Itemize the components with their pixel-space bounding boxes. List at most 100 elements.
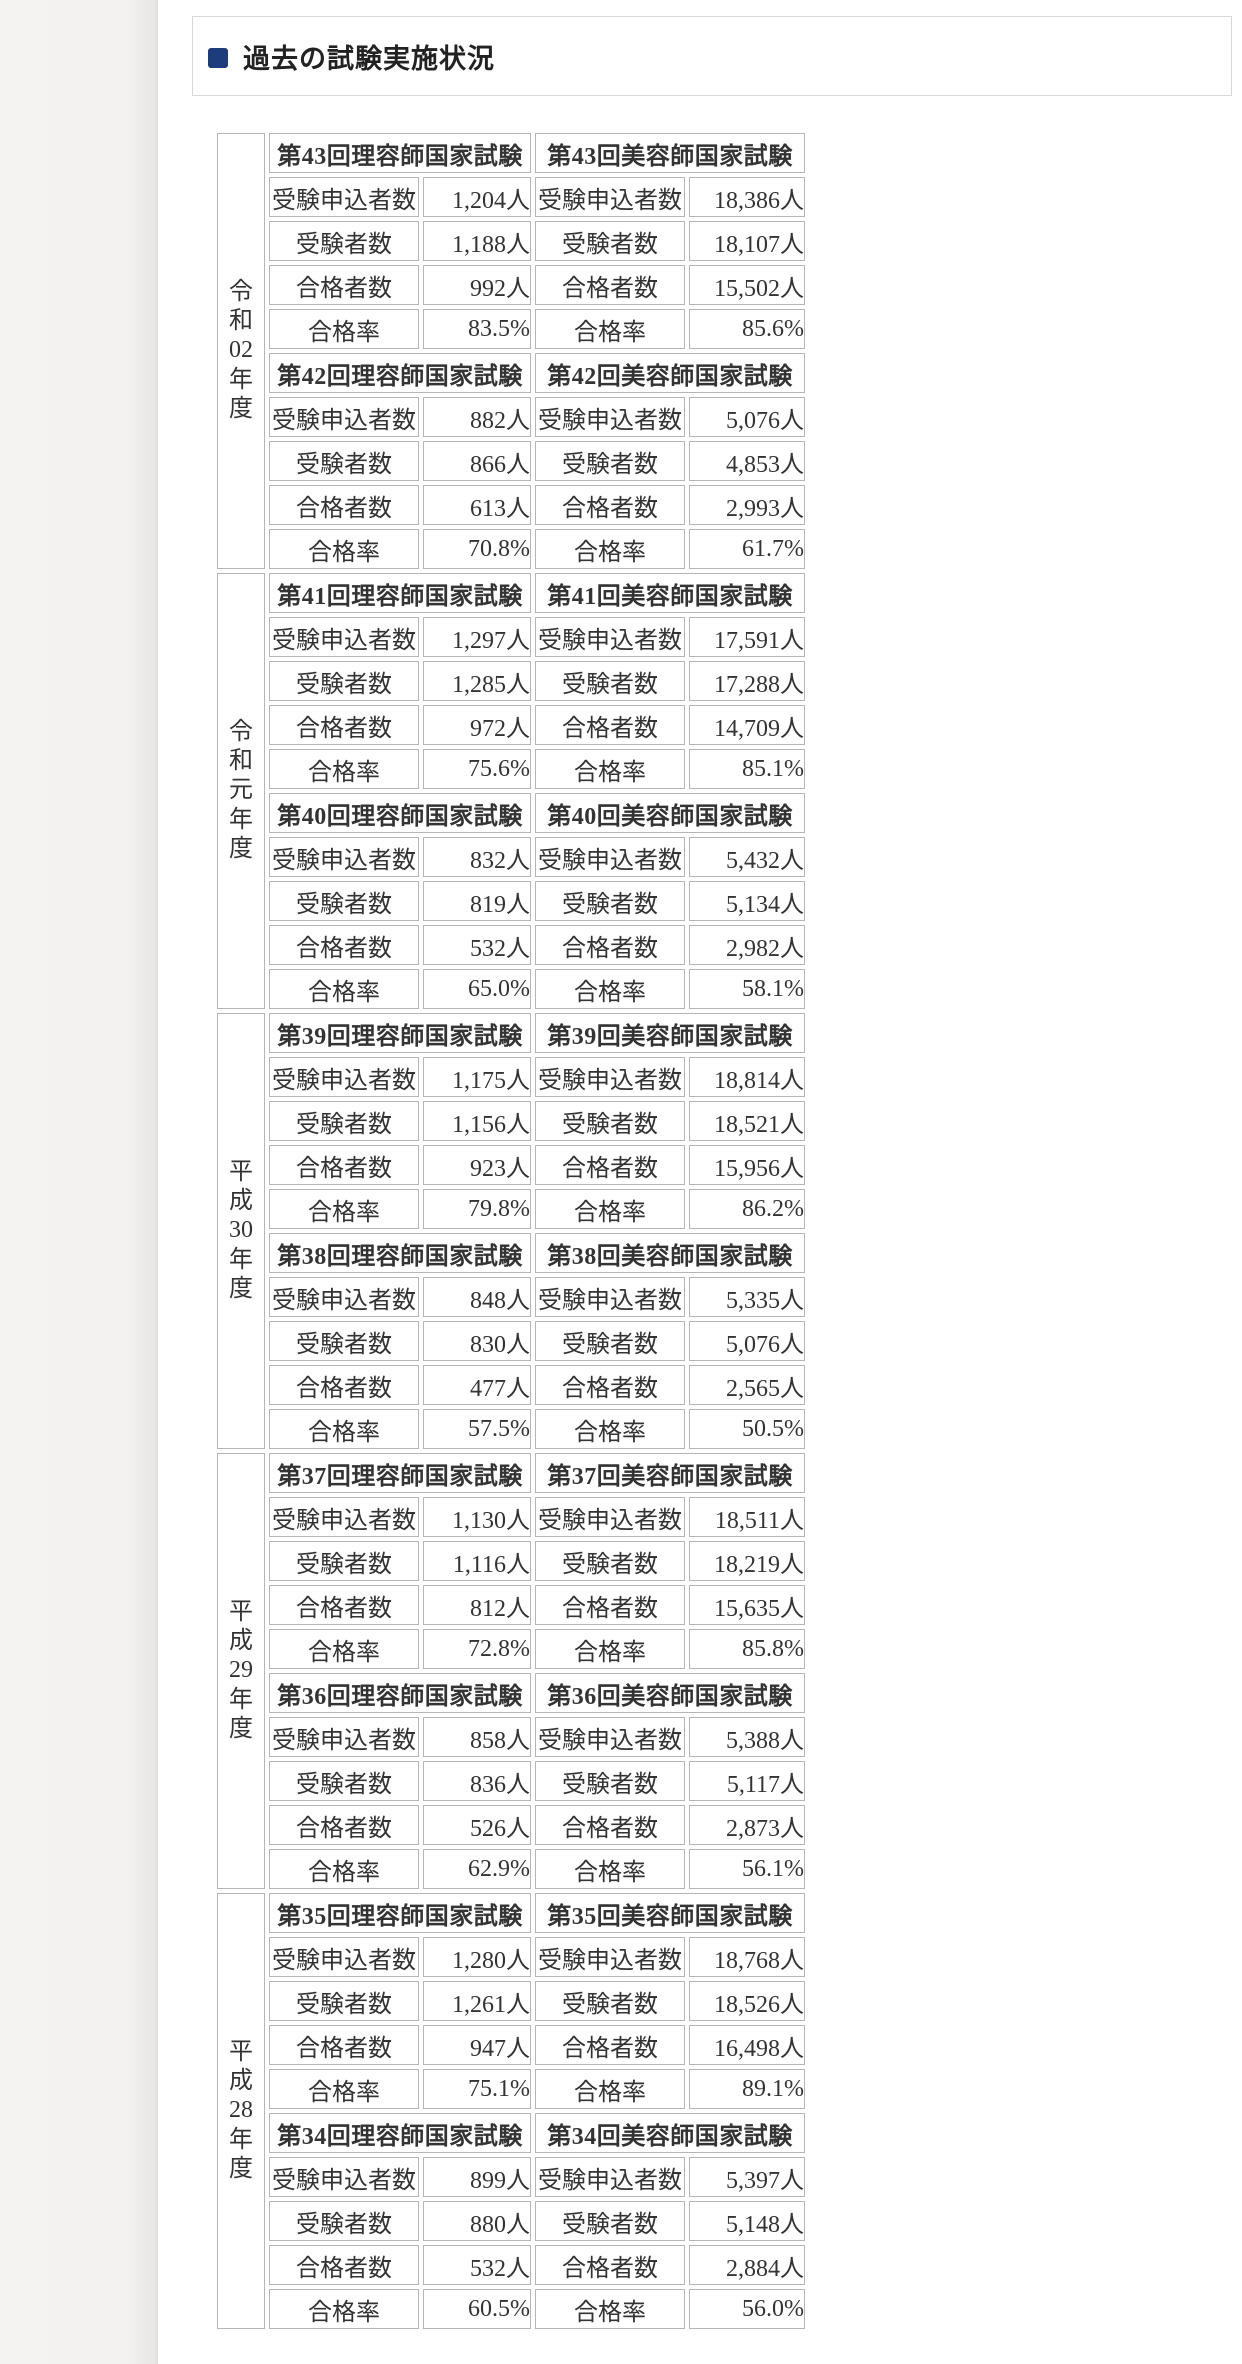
beautician-row-label: 合格者数 <box>535 485 685 525</box>
beautician-value: 56.0% <box>689 2289 805 2329</box>
exam-title-beautician: 第43回美容師国家試験 <box>535 133 805 173</box>
beautician-row-label: 受験申込者数 <box>535 397 685 437</box>
barber-value: 70.8% <box>423 529 531 569</box>
barber-value: 947人 <box>423 2025 531 2065</box>
data-row: 受験者数 819人 受験者数 5,134人 <box>217 881 805 921</box>
beautician-value: 85.8% <box>689 1629 805 1669</box>
barber-value: 613人 <box>423 485 531 525</box>
data-row: 受験者数 830人 受験者数 5,076人 <box>217 1321 805 1361</box>
barber-row-label: 受験申込者数 <box>269 1937 419 1977</box>
beautician-row-label: 合格率 <box>535 749 685 789</box>
barber-value: 62.9% <box>423 1849 531 1889</box>
exam-header-row: 令和元年度 第41回理容師国家試験 第41回美容師国家試験 <box>217 573 805 1009</box>
data-row: 合格者数 947人 合格者数 16,498人 <box>217 2025 805 2065</box>
barber-value: 1,285人 <box>423 661 531 701</box>
beautician-row-label: 受験申込者数 <box>535 177 685 217</box>
year-group-cell: 令和元年度 <box>217 573 265 1009</box>
barber-value: 72.8% <box>423 1629 531 1669</box>
barber-value: 526人 <box>423 1805 531 1845</box>
barber-row-label: 受験申込者数 <box>269 1497 419 1537</box>
beautician-value: 2,884人 <box>689 2245 805 2285</box>
barber-row-label: 合格率 <box>269 2289 419 2329</box>
year-char: 和 <box>229 308 253 335</box>
barber-value: 882人 <box>423 397 531 437</box>
data-row: 受験者数 1,156人 受験者数 18,521人 <box>217 1101 805 1141</box>
blue-square-icon <box>208 48 228 68</box>
year-char: 30 <box>229 1217 253 1244</box>
data-row: 受験申込者数 858人 受験申込者数 5,388人 <box>217 1717 805 1757</box>
exam-title-beautician: 第41回美容師国家試験 <box>535 573 805 613</box>
left-margin-strip <box>0 0 158 2364</box>
beautician-row-label: 受験者数 <box>535 1981 685 2021</box>
beautician-row-label: 受験者数 <box>535 2201 685 2241</box>
beautician-value: 18,521人 <box>689 1101 805 1141</box>
barber-value: 75.6% <box>423 749 531 789</box>
barber-row-label: 受験者数 <box>269 881 419 921</box>
barber-row-label: 受験者数 <box>269 1981 419 2021</box>
year-char: 年 <box>229 366 253 393</box>
barber-value: 1,280人 <box>423 1937 531 1977</box>
year-char: 度 <box>229 1715 253 1742</box>
barber-row-label: 受験者数 <box>269 1761 419 1801</box>
barber-value: 1,130人 <box>423 1497 531 1537</box>
beautician-value: 56.1% <box>689 1849 805 1889</box>
barber-value: 57.5% <box>423 1409 531 1449</box>
beautician-value: 2,873人 <box>689 1805 805 1845</box>
beautician-row-label: 合格者数 <box>535 1145 685 1185</box>
beautician-value: 18,107人 <box>689 221 805 261</box>
barber-row-label: 合格者数 <box>269 1145 419 1185</box>
beautician-value: 5,076人 <box>689 1321 805 1361</box>
barber-value: 532人 <box>423 925 531 965</box>
year-char: 成 <box>229 1188 253 1215</box>
data-row: 合格率 79.8% 合格率 86.2% <box>217 1189 805 1229</box>
exam-title-beautician: 第35回美容師国家試験 <box>535 1893 805 1933</box>
year-char: 28 <box>229 2097 253 2124</box>
barber-row-label: 合格率 <box>269 1629 419 1669</box>
barber-row-label: 受験者数 <box>269 1321 419 1361</box>
barber-row-label: 受験申込者数 <box>269 617 419 657</box>
year-char: 度 <box>229 835 253 862</box>
barber-row-label: 受験申込者数 <box>269 397 419 437</box>
exam-title-barber: 第43回理容師国家試験 <box>269 133 531 173</box>
barber-value: 899人 <box>423 2157 531 2197</box>
barber-row-label: 合格者数 <box>269 1365 419 1405</box>
barber-row-label: 合格率 <box>269 749 419 789</box>
beautician-row-label: 合格率 <box>535 1189 685 1229</box>
year-vertical-text: 平成 29 年度 <box>218 1599 264 1742</box>
beautician-value: 18,768人 <box>689 1937 805 1977</box>
data-row: 受験者数 866人 受験者数 4,853人 <box>217 441 805 481</box>
barber-row-label: 合格者数 <box>269 485 419 525</box>
beautician-value: 89.1% <box>689 2069 805 2109</box>
beautician-row-label: 合格率 <box>535 529 685 569</box>
beautician-row-label: 受験者数 <box>535 1761 685 1801</box>
beautician-row-label: 合格者数 <box>535 925 685 965</box>
data-row: 受験者数 836人 受験者数 5,117人 <box>217 1761 805 1801</box>
data-row: 合格率 62.9% 合格率 56.1% <box>217 1849 805 1889</box>
year-char: 平 <box>229 1599 253 1626</box>
beautician-value: 15,502人 <box>689 265 805 305</box>
beautician-value: 2,993人 <box>689 485 805 525</box>
data-row: 合格率 75.6% 合格率 85.1% <box>217 749 805 789</box>
beautician-row-label: 合格者数 <box>535 265 685 305</box>
barber-value: 972人 <box>423 705 531 745</box>
barber-row-label: 合格者数 <box>269 925 419 965</box>
barber-value: 848人 <box>423 1277 531 1317</box>
exam-title-barber: 第39回理容師国家試験 <box>269 1013 531 1053</box>
beautician-row-label: 受験者数 <box>535 1541 685 1581</box>
year-char: 年 <box>229 1246 253 1273</box>
exam-header-row: 第42回理容師国家試験 第42回美容師国家試験 <box>217 353 805 393</box>
barber-row-label: 合格者数 <box>269 2025 419 2065</box>
beautician-value: 4,853人 <box>689 441 805 481</box>
exam-title-barber: 第38回理容師国家試験 <box>269 1233 531 1273</box>
barber-value: 1,116人 <box>423 1541 531 1581</box>
exam-title-beautician: 第40回美容師国家試験 <box>535 793 805 833</box>
data-row: 受験者数 1,188人 受験者数 18,107人 <box>217 221 805 261</box>
exam-header-row: 第34回理容師国家試験 第34回美容師国家試験 <box>217 2113 805 2153</box>
barber-value: 923人 <box>423 1145 531 1185</box>
exam-title-barber: 第40回理容師国家試験 <box>269 793 531 833</box>
data-row: 受験申込者数 1,175人 受験申込者数 18,814人 <box>217 1057 805 1097</box>
barber-value: 830人 <box>423 1321 531 1361</box>
data-row: 合格者数 532人 合格者数 2,884人 <box>217 2245 805 2285</box>
beautician-value: 15,956人 <box>689 1145 805 1185</box>
barber-value: 832人 <box>423 837 531 877</box>
